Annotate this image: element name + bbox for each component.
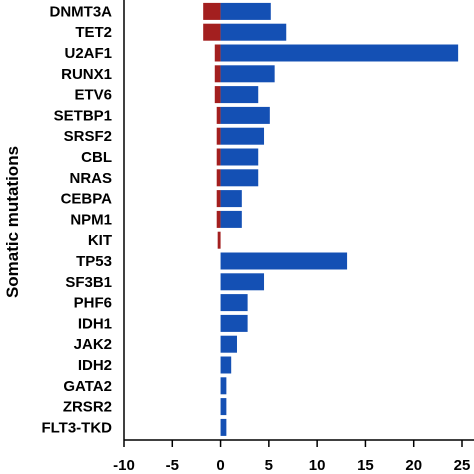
category-label: ZRSR2: [63, 399, 112, 416]
positive-bar: [220, 190, 242, 208]
category-label: SRSF2: [64, 128, 112, 145]
category-label: U2AF1: [64, 45, 112, 62]
category-label: CEBPA: [61, 191, 113, 208]
x-tick-label: 15: [357, 457, 374, 474]
category-label: CBL: [81, 149, 112, 166]
category-label: IDH2: [78, 357, 112, 374]
negative-bar: [216, 148, 221, 166]
positive-bar: [220, 2, 271, 20]
negative-bar: [216, 210, 221, 228]
category-label: NPM1: [70, 211, 112, 228]
category-label: SF3B1: [65, 274, 112, 291]
category-label: RUNX1: [61, 66, 112, 83]
positive-bar: [220, 127, 265, 145]
negative-bar: [214, 86, 221, 104]
category-label: SETBP1: [54, 107, 112, 124]
category-label: TET2: [75, 24, 112, 41]
positive-bar: [220, 65, 275, 83]
negative-bar: [216, 169, 221, 187]
negative-bar: [203, 2, 221, 20]
category-label: FLT3-TKD: [41, 419, 112, 436]
positive-bar: [220, 148, 259, 166]
x-tick-label: 20: [405, 457, 422, 474]
negative-bar: [217, 231, 221, 249]
positive-bar: [220, 294, 248, 312]
x-tick-label: 25: [454, 457, 471, 474]
positive-bar: [220, 23, 287, 41]
positive-bar: [220, 86, 259, 104]
negative-bar: [216, 127, 221, 145]
category-label: JAK2: [74, 336, 112, 353]
positive-bar: [220, 335, 237, 353]
category-label: ETV6: [74, 87, 112, 104]
positive-bar: [220, 44, 459, 62]
x-tick-label: -10: [113, 457, 135, 474]
positive-bar: [220, 273, 265, 291]
category-label: KIT: [88, 232, 112, 249]
x-axis-ticks: -10 -5 0 5 10 15 20 25: [113, 440, 470, 474]
x-tick-label: 0: [216, 457, 224, 474]
negative-bar: [216, 106, 221, 124]
category-label: GATA2: [63, 378, 112, 395]
x-tick-label: 10: [309, 457, 326, 474]
negative-bar: [214, 65, 221, 83]
x-tick-label: -5: [166, 457, 179, 474]
positive-bar: [220, 418, 227, 436]
category-labels: DNMT3A TET2 U2AF1 RUNX1 ETV6 SETBP1 SRSF2 CBL NR…: [41, 3, 112, 436]
positive-bar: [220, 398, 227, 416]
positive-bar: [220, 252, 348, 270]
positive-bar: [220, 356, 232, 374]
positive-bar: [220, 169, 259, 187]
category-label: DNMT3A: [50, 3, 113, 20]
positive-bar: [220, 106, 270, 124]
negative-bar: [214, 44, 221, 62]
negative-bar: [203, 23, 221, 41]
category-label: NRAS: [69, 170, 112, 187]
category-label: TP53: [76, 253, 112, 270]
x-tick-label: 5: [265, 457, 273, 474]
positive-bar: [220, 210, 242, 228]
positive-bar: [220, 314, 248, 332]
y-axis-title: Somatic mutations: [3, 146, 22, 298]
category-label: PHF6: [74, 295, 112, 312]
category-label: IDH1: [78, 315, 112, 332]
negative-bar: [216, 190, 221, 208]
bars-layer: [203, 2, 459, 436]
positive-bar: [220, 377, 227, 395]
